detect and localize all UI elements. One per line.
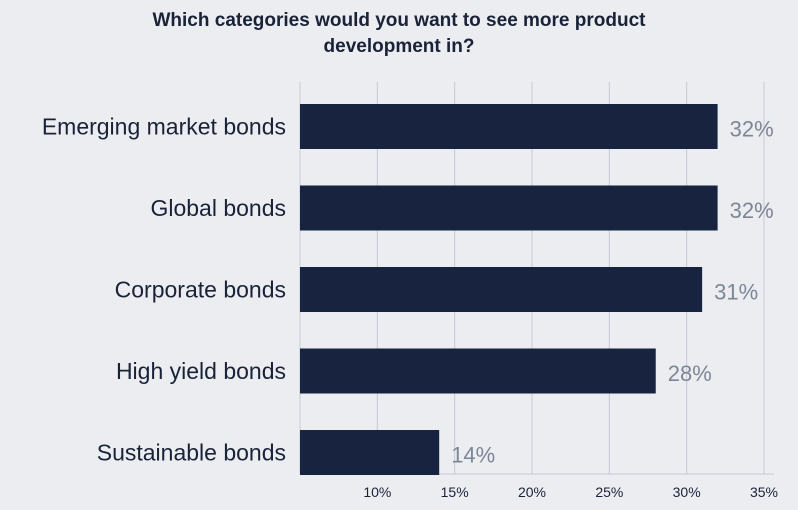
data-label-1: 32% xyxy=(730,198,774,223)
bar-2 xyxy=(300,267,703,312)
category-label-4: Sustainable bonds xyxy=(97,440,286,466)
x-tick-label-3: 25% xyxy=(595,484,623,500)
chart-title: Which categories would you want to see m… xyxy=(0,8,798,60)
data-label-0: 32% xyxy=(730,117,774,142)
category-label-0: Emerging market bonds xyxy=(42,114,286,140)
x-tick-label-1: 15% xyxy=(441,484,469,500)
x-tick-label-5: 35% xyxy=(750,484,778,500)
category-label-2: Corporate bonds xyxy=(115,277,286,303)
category-label-3: High yield bonds xyxy=(116,358,286,384)
x-tick-label-0: 10% xyxy=(363,484,391,500)
category-label-1: Global bonds xyxy=(150,195,286,221)
chart-title-line-1: Which categories would you want to see m… xyxy=(152,10,646,31)
bar-3 xyxy=(300,348,656,394)
bar-1 xyxy=(300,185,718,231)
x-tick-label-4: 30% xyxy=(673,484,701,500)
chart-title-line-2: development in? xyxy=(323,36,475,57)
data-label-2: 31% xyxy=(714,280,758,305)
x-tick-label-2: 20% xyxy=(518,484,546,500)
data-label-4: 14% xyxy=(451,443,495,468)
bar-0 xyxy=(300,104,718,149)
bar-4 xyxy=(300,430,440,475)
data-label-3: 28% xyxy=(668,361,712,386)
